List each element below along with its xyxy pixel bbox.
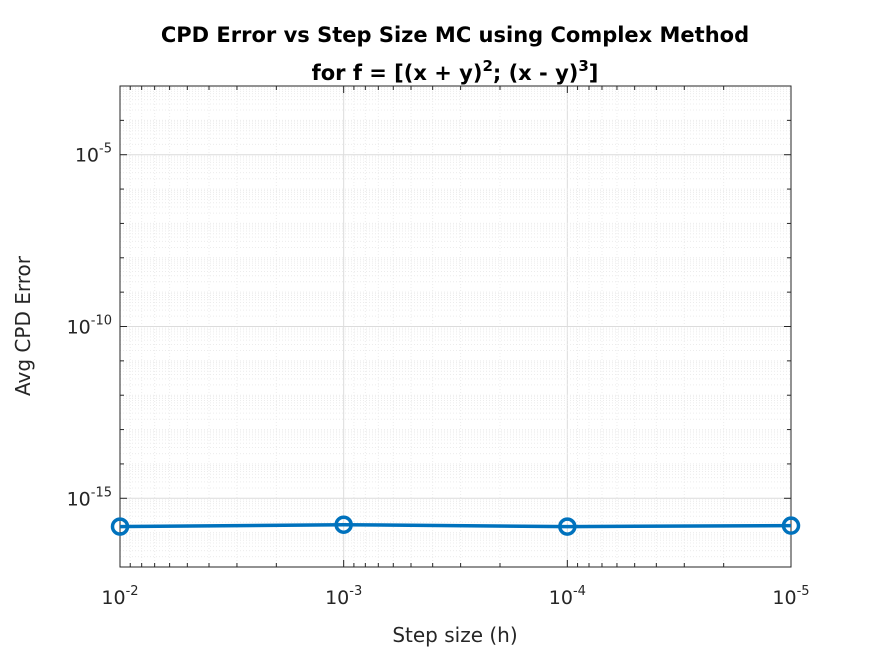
y-tick-label: 10-10 <box>67 314 112 339</box>
chart-title-line2: for f = [(x + y)2; (x - y)3] <box>312 57 599 85</box>
x-tick-label-base: 10 <box>772 587 796 609</box>
title-line2-exp2: 3 <box>578 57 588 75</box>
x-tick-label-base: 10 <box>325 587 349 609</box>
x-tick-label-exponent: -4 <box>573 584 586 599</box>
y-tick-label-base: 10 <box>75 145 99 167</box>
title-line2-suffix: ] <box>589 61 599 85</box>
y-axis-label: Avg CPD Error <box>11 255 35 396</box>
title-line2-mid: ; (x - y) <box>493 61 578 85</box>
data-point <box>558 517 577 536</box>
x-tick-label-exponent: -5 <box>797 584 810 599</box>
y-tick-label-exponent: -10 <box>91 314 112 329</box>
title-line2-exp1: 2 <box>482 57 492 75</box>
x-tick-label-base: 10 <box>549 587 573 609</box>
x-tick-label-exponent: -2 <box>126 584 139 599</box>
x-tick-label: 10-5 <box>772 584 809 609</box>
x-tick-label: 10-4 <box>549 584 586 609</box>
y-tick-label: 10-15 <box>67 485 112 510</box>
x-tick-label-exponent: -3 <box>349 584 362 599</box>
series-line <box>119 522 792 529</box>
y-tick-label: 10-5 <box>75 142 112 167</box>
chart-title-line1: CPD Error vs Step Size MC using Complex … <box>161 23 749 47</box>
data-point <box>334 515 353 534</box>
x-axis-label: Step size (h) <box>392 623 517 647</box>
x-tick-label: 10-3 <box>325 584 362 609</box>
y-tick-label-exponent: -5 <box>99 142 112 157</box>
y-tick-label-exponent: -15 <box>91 485 112 500</box>
title-line2-prefix: for f = [(x + y) <box>312 61 483 85</box>
x-tick-label: 10-2 <box>101 584 138 609</box>
y-tick-label-base: 10 <box>67 488 91 510</box>
data-point <box>110 517 130 536</box>
data-point <box>781 516 801 535</box>
x-tick-label-base: 10 <box>101 587 125 609</box>
y-tick-label-base: 10 <box>67 317 91 339</box>
